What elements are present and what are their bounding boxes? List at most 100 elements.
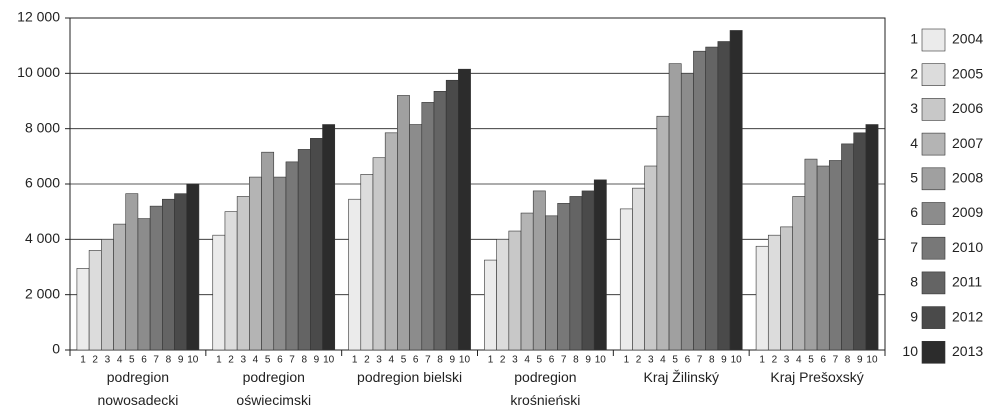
legend-number: 3 <box>910 100 918 116</box>
legend-label: 2004 <box>952 31 983 47</box>
bar <box>484 259 497 351</box>
y-tick-label: 8 000 <box>25 119 60 135</box>
x-category-label: podregion bielski <box>357 369 463 385</box>
legend-label: 2012 <box>952 308 983 324</box>
bar <box>310 138 323 351</box>
bar-number: 6 <box>549 355 555 366</box>
bar <box>729 30 743 351</box>
bar <box>632 187 645 351</box>
bar <box>545 215 558 351</box>
bar-number: 9 <box>178 355 184 366</box>
bar-number: 9 <box>450 355 456 366</box>
bar-number: 1 <box>352 355 358 366</box>
bar <box>717 41 731 351</box>
legend-number: 6 <box>910 204 918 220</box>
bar <box>581 190 595 351</box>
bar-number: 7 <box>289 355 295 366</box>
legend-swatch <box>921 167 946 191</box>
bar-number: 4 <box>253 355 259 366</box>
bar <box>137 218 151 351</box>
bar <box>125 193 139 351</box>
bar-number: 3 <box>784 355 790 366</box>
x-category-label: Kraj Prešoxský <box>770 369 864 385</box>
bar-number: 3 <box>105 355 111 366</box>
legend-label: 2008 <box>952 170 983 186</box>
legend-number: 10 <box>902 343 918 359</box>
bar <box>705 46 719 351</box>
bar-number: 4 <box>117 355 123 366</box>
y-tick-label: 12 000 <box>17 9 60 25</box>
bar <box>680 73 694 351</box>
y-tick-label: 10 000 <box>17 64 60 80</box>
bar <box>496 239 510 351</box>
bar <box>532 190 546 351</box>
bar-number: 9 <box>721 355 727 366</box>
bar-number: 8 <box>166 355 172 366</box>
bar-number: 5 <box>265 355 271 366</box>
bar <box>508 230 522 351</box>
bar-number: 8 <box>573 355 579 366</box>
bar-number: 5 <box>808 355 814 366</box>
bar <box>767 234 781 351</box>
x-category-label: podregion oświecimski <box>236 369 312 408</box>
bar-number: 5 <box>401 355 407 366</box>
bar <box>445 79 459 351</box>
bar-number: 9 <box>585 355 591 366</box>
bar-number: 1 <box>759 355 765 366</box>
bar-number: 1 <box>488 355 494 366</box>
bar <box>261 151 275 351</box>
bar-number: 7 <box>153 355 159 366</box>
bar-number: 2 <box>636 355 642 366</box>
bar-number: 1 <box>80 355 86 366</box>
legend-swatch <box>921 132 946 156</box>
legend-label: 2007 <box>952 135 983 151</box>
bar <box>816 165 830 351</box>
bar <box>273 176 287 351</box>
bar <box>348 198 362 351</box>
bar-number: 7 <box>697 355 703 366</box>
bar-number: 2 <box>500 355 506 366</box>
bar-number: 8 <box>301 355 307 366</box>
bar <box>656 115 670 351</box>
legend-number: 4 <box>910 135 918 151</box>
bar-number: 3 <box>376 355 382 366</box>
x-category-label: podregion nowosadecki <box>97 369 179 408</box>
legend-number: 2 <box>910 65 918 81</box>
bar <box>593 179 607 351</box>
bar <box>557 203 571 351</box>
bar-number: 5 <box>129 355 135 366</box>
bar <box>297 149 311 351</box>
legend-swatch <box>921 63 946 87</box>
bar-number: 2 <box>772 355 778 366</box>
bar-number: 4 <box>660 355 666 366</box>
bar <box>285 161 299 351</box>
y-tick-label: 6 000 <box>25 175 60 191</box>
bar <box>397 95 410 351</box>
bar-number: 10 <box>866 355 878 366</box>
legend-label: 2006 <box>952 100 983 116</box>
bar <box>828 160 842 351</box>
bar-number: 4 <box>796 355 802 366</box>
bar <box>88 250 102 351</box>
bar <box>433 91 447 351</box>
bar <box>186 183 200 351</box>
bar <box>569 196 583 351</box>
bar <box>113 223 127 351</box>
y-tick-label: 2 000 <box>25 285 60 301</box>
bar-number: 3 <box>512 355 518 366</box>
bar <box>249 176 262 351</box>
bar-number: 8 <box>845 355 851 366</box>
bar-number: 6 <box>685 355 691 366</box>
bar-number: 4 <box>389 355 395 366</box>
bar <box>520 212 534 351</box>
legend-label: 2010 <box>952 239 983 255</box>
bar-number: 8 <box>437 355 443 366</box>
bar-number: 10 <box>323 355 335 366</box>
y-tick-label: 0 <box>52 341 60 357</box>
bar <box>224 211 238 351</box>
legend-swatch <box>921 340 946 364</box>
bar <box>792 196 806 351</box>
legend-number: 8 <box>910 274 918 290</box>
bar <box>212 234 226 351</box>
legend-number: 5 <box>910 170 918 186</box>
